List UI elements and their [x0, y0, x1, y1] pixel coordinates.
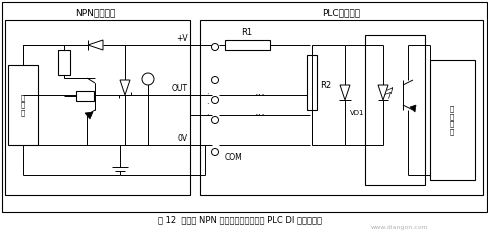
Text: VD1: VD1 [349, 110, 364, 116]
Bar [224, 40, 269, 50]
Circle shape [211, 117, 218, 124]
Polygon shape [85, 112, 93, 119]
Bar [429, 60, 474, 180]
Bar [2, 2, 486, 212]
Text: 0V: 0V [178, 134, 187, 143]
Bar [8, 65, 38, 145]
Text: www.diangon.com: www.diangon.com [370, 226, 428, 231]
Polygon shape [409, 105, 415, 112]
Bar [306, 55, 316, 110]
Text: ···: ··· [254, 90, 265, 100]
Text: R2: R2 [319, 81, 330, 90]
Text: NPN型传感器: NPN型传感器 [75, 8, 115, 17]
Bar [76, 91, 94, 101]
Text: ···: ··· [254, 110, 265, 120]
Circle shape [211, 149, 218, 156]
Text: R1: R1 [241, 28, 252, 37]
Circle shape [211, 97, 218, 103]
Polygon shape [88, 40, 103, 50]
Text: ·
·
·: · · · [205, 90, 208, 120]
Text: PLC内部接线: PLC内部接线 [321, 8, 359, 17]
Text: 主
电
路: 主 电 路 [21, 94, 25, 116]
Text: 至
负
载
等: 至 负 载 等 [449, 105, 453, 135]
Bar [58, 50, 70, 75]
Polygon shape [339, 85, 349, 100]
Text: OUT: OUT [172, 84, 187, 93]
Bar [5, 20, 190, 195]
Polygon shape [377, 85, 387, 100]
Text: COM: COM [224, 153, 242, 162]
Bar [364, 35, 424, 185]
Bar [200, 20, 482, 195]
Text: +V: +V [176, 34, 187, 43]
Circle shape [211, 77, 218, 83]
Text: 图 12  传感器 NPN 型输出与漏型输入的 PLC DI 模块的接线: 图 12 传感器 NPN 型输出与漏型输入的 PLC DI 模块的接线 [158, 215, 321, 224]
Circle shape [142, 73, 154, 85]
Polygon shape [120, 80, 130, 95]
Circle shape [211, 43, 218, 51]
